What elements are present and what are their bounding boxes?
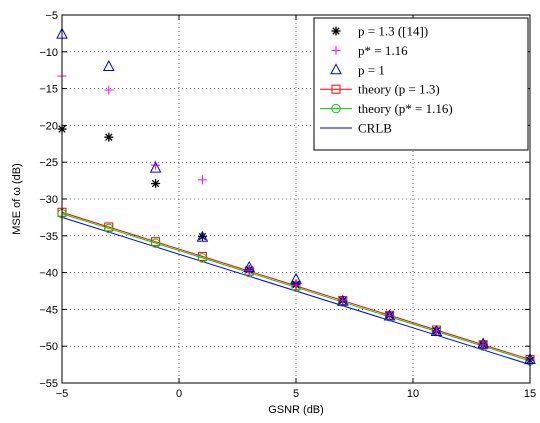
- legend-marker: [331, 26, 341, 36]
- series-5: [61, 216, 531, 366]
- legend: p = 1.3 ([14]) p* = 1.16 p = 1 theory (p = …: [313, 17, 529, 151]
- data-point: [290, 272, 302, 284]
- legend-label: CRLB: [358, 121, 392, 136]
- y-axis-title: MSE of ω (dB): [11, 163, 23, 235]
- x-axis-title: GSNR (dB): [268, 404, 324, 416]
- legend-marker: [331, 103, 341, 114]
- x-tick-label: −5: [56, 388, 69, 400]
- data-point: [196, 230, 209, 242]
- y-tick-label: −25: [39, 157, 58, 169]
- data-point: [150, 238, 161, 248]
- y-tick-label: −35: [39, 231, 58, 243]
- legend-marker: [331, 84, 341, 94]
- legend-item: theory (p = 1.3): [320, 82, 440, 97]
- data-point: [102, 59, 115, 72]
- legend-marker: [330, 63, 342, 75]
- data-point: [243, 260, 256, 272]
- series-line: [61, 216, 531, 366]
- x-tick-label: 0: [176, 388, 182, 400]
- legend-marker: [331, 45, 341, 55]
- data-point: [104, 85, 114, 95]
- data-point: [336, 294, 349, 306]
- x-tick-label: 15: [524, 388, 536, 400]
- legend-label: p = 1: [358, 62, 385, 77]
- y-tick-label: −55: [39, 378, 58, 390]
- legend-label: theory (p = 1.3): [358, 82, 440, 97]
- data-point: [291, 280, 301, 290]
- y-tick-label: −50: [39, 341, 58, 353]
- legend-item: theory (p* = 1.16): [320, 101, 453, 116]
- y-tick-label: −30: [39, 194, 58, 206]
- data-point: [477, 337, 490, 349]
- data-point: [149, 161, 162, 173]
- data-point: [430, 324, 443, 336]
- legend-item: CRLB: [320, 121, 392, 136]
- data-point: [383, 309, 396, 321]
- y-tick-label: −5: [45, 10, 58, 22]
- legend-item: p = 1: [330, 62, 385, 77]
- legend-item: p = 1.3 ([14]): [331, 24, 428, 39]
- y-tick-label: −15: [39, 84, 58, 96]
- data-point: [104, 223, 114, 234]
- grid: [62, 15, 530, 383]
- data-point: [197, 253, 208, 263]
- data-point: [197, 232, 207, 242]
- y-tick-label: −45: [39, 304, 58, 316]
- data-point: [104, 132, 114, 142]
- axis-ticks: −5 0 5 10 15−5−10−15−20−25−30−35−40−45−50−55: [39, 10, 536, 400]
- y-tick-label: −20: [39, 120, 58, 132]
- x-tick-label: 5: [293, 388, 299, 400]
- data-point: [244, 265, 254, 275]
- data-point: [151, 179, 161, 189]
- legend-label: p* = 1.16: [358, 43, 408, 58]
- legend-label: p = 1.3 ([14]): [358, 24, 428, 39]
- y-tick-label: −10: [39, 47, 58, 59]
- y-tick-label: −40: [39, 268, 58, 280]
- legend-item: p* = 1.16: [331, 43, 408, 58]
- x-tick-label: 10: [407, 388, 419, 400]
- data-point: [197, 175, 207, 185]
- legend-label: theory (p* = 1.16): [358, 101, 453, 116]
